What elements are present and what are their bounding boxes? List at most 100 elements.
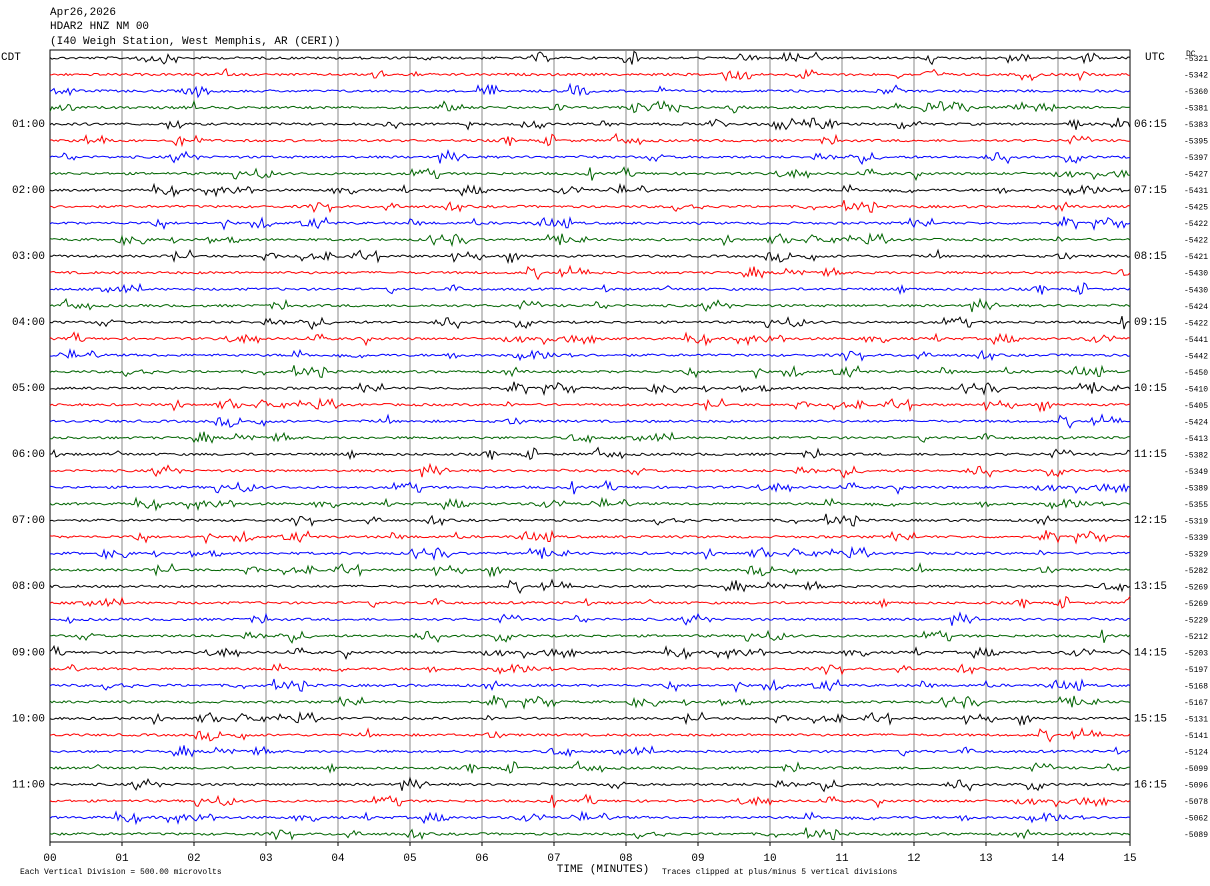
trace [49,67,1131,82]
dc-value: -5229 [1184,616,1208,625]
trace [49,827,1131,841]
right-zone: UTC [1145,52,1165,64]
location: (I40 Weigh Station, West Memphis, AR (CE… [50,36,340,48]
dc-value: -5381 [1184,105,1208,114]
x-tick-label: 11 [835,853,849,865]
dc-value: -5430 [1184,270,1208,279]
dc-value: -5078 [1184,798,1208,807]
trace [49,793,1131,809]
left-time-label: 01:00 [12,119,45,131]
dc-value: -5339 [1184,534,1208,543]
trace [49,695,1131,710]
dc-value: -5131 [1184,716,1208,725]
right-time-label: 11:15 [1134,449,1167,461]
x-tick-label: 06 [475,853,488,865]
trace [49,578,1131,594]
dc-value: -5413 [1184,435,1208,444]
right-time-label: 15:15 [1134,713,1167,725]
x-tick-label: 13 [979,853,992,865]
trace [49,381,1131,397]
trace [49,711,1131,727]
right-time-label: 07:15 [1134,185,1167,197]
dc-value: -5319 [1184,517,1208,526]
dc-value: -5099 [1184,765,1208,774]
dc-value: -5427 [1184,171,1208,180]
dc-value: -5269 [1184,583,1208,592]
trace [50,462,1131,479]
trace [49,364,1131,380]
left-time-label: 02:00 [12,185,45,197]
right-time-label: 10:15 [1134,383,1167,395]
trace [49,166,1131,182]
left-zone: CDT [1,52,21,64]
trace [49,200,1131,214]
dc-value: -5096 [1184,782,1208,791]
dc-value: -5124 [1184,749,1208,758]
dc-value: -5062 [1184,815,1208,824]
dc-value: -5355 [1184,501,1208,510]
trace [49,215,1131,231]
trace [49,264,1131,281]
right-time-label: 13:15 [1134,581,1167,593]
dc-value: -5410 [1184,385,1208,394]
trace [49,745,1131,758]
trace [49,182,1131,198]
dc-value: -5395 [1184,138,1208,147]
station: HDAR2 HNZ NM 00 [50,21,149,33]
x-tick-label: 09 [691,853,704,865]
clip-note: Traces clipped at plus/minus 5 vertical … [662,868,897,877]
left-time-label: 06:00 [12,449,45,461]
trace [49,397,1131,413]
x-tick-label: 12 [907,853,920,865]
right-time-label: 09:15 [1134,317,1167,329]
dc-label: DC [1186,50,1196,59]
dc-value: -5203 [1184,649,1208,658]
x-tick-label: 02 [187,853,200,865]
dc-value: -5089 [1184,831,1208,840]
x-tick-label: 05 [403,853,416,865]
x-tick-label: 04 [331,853,345,865]
trace [49,297,1131,313]
dc-value: -5329 [1184,550,1208,559]
trace [49,282,1131,296]
dc-value: -5431 [1184,187,1208,196]
left-time-label: 05:00 [12,383,45,395]
trace [49,760,1130,774]
trace [49,678,1131,693]
left-time-label: 10:00 [12,713,45,725]
trace [49,50,1131,66]
dc-value: -5405 [1184,402,1208,411]
dc-value: -5424 [1184,303,1208,312]
trace [49,496,1131,512]
trace [49,117,1131,131]
trace [49,331,1131,347]
dc-value: -5421 [1184,253,1208,262]
trace [49,629,1131,644]
x-tick-label: 07 [547,853,560,865]
dc-value: -5383 [1184,121,1208,130]
left-time-label: 08:00 [12,581,45,593]
trace [49,810,1131,826]
left-time-label: 03:00 [12,251,45,263]
trace [49,413,1131,429]
dc-value: -5197 [1184,666,1208,675]
trace [49,132,1131,148]
dc-value: -5450 [1184,369,1208,378]
trace [49,99,1131,114]
trace [49,232,1131,248]
trace [49,513,1131,527]
dc-value: -5269 [1184,600,1208,609]
x-tick-label: 00 [43,853,56,865]
trace [49,529,1131,545]
dc-value: -5167 [1184,699,1208,708]
trace [49,726,1131,743]
x-tick-label: 03 [259,853,272,865]
trace [49,776,1131,793]
dc-value: -5389 [1184,484,1208,493]
right-time-label: 12:15 [1134,515,1167,527]
trace [49,545,1131,561]
dc-value: -5342 [1184,72,1208,81]
left-time-label: 09:00 [12,647,45,659]
right-time-label: 08:15 [1134,251,1167,263]
x-tick-label: 15 [1123,853,1136,865]
